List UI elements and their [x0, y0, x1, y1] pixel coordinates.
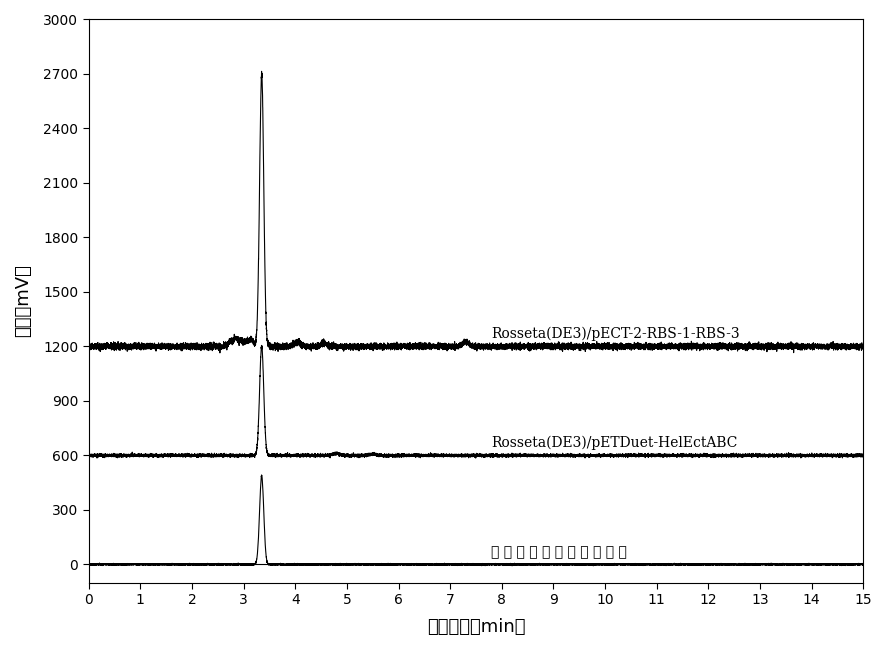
Text: Rosseta(DE3)/pETDuet-HelEctABC: Rosseta(DE3)/pETDuet-HelEctABC [492, 436, 738, 450]
X-axis label: 保留时间（min）: 保留时间（min） [427, 618, 525, 636]
Text: 四 氢 甲 基 嚂 啰 缧 酸 标 准 品: 四 氢 甲 基 嚂 啰 缧 酸 标 准 品 [492, 545, 627, 559]
Text: Rosseta(DE3)/pECT-2-RBS-1-RBS-3: Rosseta(DE3)/pECT-2-RBS-1-RBS-3 [492, 326, 740, 341]
Y-axis label: 强度（mV）: 强度（mV） [14, 265, 32, 337]
